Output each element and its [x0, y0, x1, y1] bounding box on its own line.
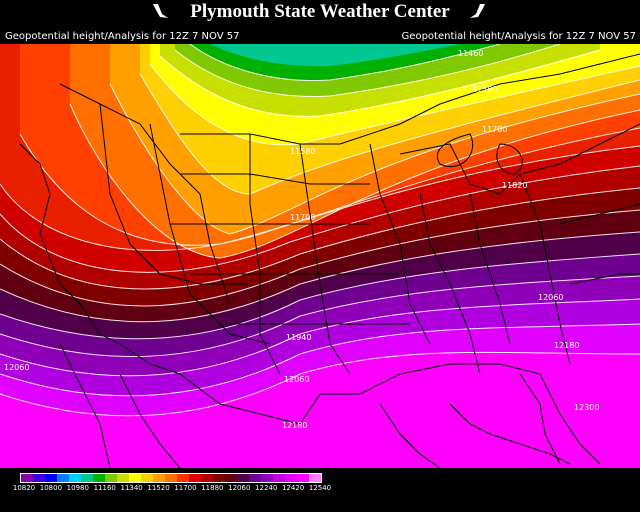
legend-tick-label: 12540 — [308, 484, 332, 492]
legend-tick-label: 12060 — [228, 484, 251, 492]
contour-label: 11940 — [286, 333, 311, 342]
contour-label: 12180 — [282, 421, 307, 430]
legend-swatch — [129, 474, 141, 482]
page-title: Plymouth State Weather Center — [190, 1, 450, 22]
legend-swatch — [201, 474, 213, 482]
contour-label: 11580 — [472, 85, 497, 94]
contour-label: 12060 — [284, 375, 309, 384]
legend-tick-label: 11160 — [93, 484, 116, 492]
legend-tick-label: 11700 — [174, 484, 197, 492]
legend-swatch — [297, 474, 309, 482]
legend-swatch — [57, 474, 69, 482]
legend-swatch — [45, 474, 57, 482]
legend-swatch — [273, 474, 285, 482]
legend-swatch — [189, 474, 201, 482]
legend-tick-label: 11880 — [201, 484, 224, 492]
plymouth-flag-icon — [153, 4, 168, 18]
legend-swatch — [225, 474, 237, 482]
contour-label: 12180 — [554, 341, 579, 350]
legend-swatch — [177, 474, 189, 482]
legend-swatch — [81, 474, 93, 482]
contour-label: 12060 — [538, 293, 563, 302]
plymouth-flag-icon-right — [470, 4, 485, 18]
legend-colorbar — [20, 473, 322, 483]
legend-swatch — [141, 474, 153, 482]
legend-tick-label: 11340 — [120, 484, 143, 492]
legend-tick-label: 10980 — [66, 484, 89, 492]
legend-swatch — [33, 474, 45, 482]
legend-swatch — [261, 474, 273, 482]
contour-label: 11460 — [458, 49, 483, 58]
right-caption: Geopotential height/Analysis for 12Z 7 N… — [401, 31, 636, 42]
legend-swatch — [309, 474, 321, 482]
geo-boundaries — [19, 53, 640, 468]
contour-label: 11700 — [482, 125, 507, 134]
left-caption: Geopotential height/Analysis for 12Z 7 N… — [5, 31, 240, 42]
contour-label: 11580 — [290, 147, 315, 156]
legend-swatch — [237, 474, 249, 482]
contour-label: 12300 — [574, 403, 599, 412]
legend-swatch — [285, 474, 297, 482]
legend-tick-label: 10800 — [39, 484, 63, 492]
legend-swatch — [153, 474, 165, 482]
contour-label-group: 11460 11580 11700 11820 11580 11700 1206… — [4, 49, 599, 430]
contour-label: 12060 — [4, 363, 29, 372]
legend-swatch — [213, 474, 225, 482]
legend-swatch — [105, 474, 117, 482]
legend-swatch — [69, 474, 81, 482]
contour-lines — [0, 44, 640, 417]
contour-label: 11700 — [290, 213, 315, 222]
legend-swatch — [93, 474, 105, 482]
legend-tick-label: 11520 — [147, 484, 170, 492]
contour-label: 11820 — [502, 181, 527, 190]
legend-swatch — [249, 474, 261, 482]
header-bar: Plymouth State Weather Center — [0, 0, 640, 27]
legend-swatch — [21, 474, 33, 482]
legend-tick-label: 12420 — [281, 484, 305, 492]
band-11280 — [210, 44, 460, 67]
legend-swatch — [165, 474, 177, 482]
color-legend: 10820 10800 10980 11160 11340 11520 11700 11880… — [12, 470, 331, 512]
legend-tick-label: 12240 — [255, 484, 278, 492]
weather-map: 11460 11580 11700 11820 11580 11700 1206… — [0, 44, 640, 468]
legend-tick-label: 10820 — [12, 484, 36, 492]
legend-swatch — [117, 474, 129, 482]
